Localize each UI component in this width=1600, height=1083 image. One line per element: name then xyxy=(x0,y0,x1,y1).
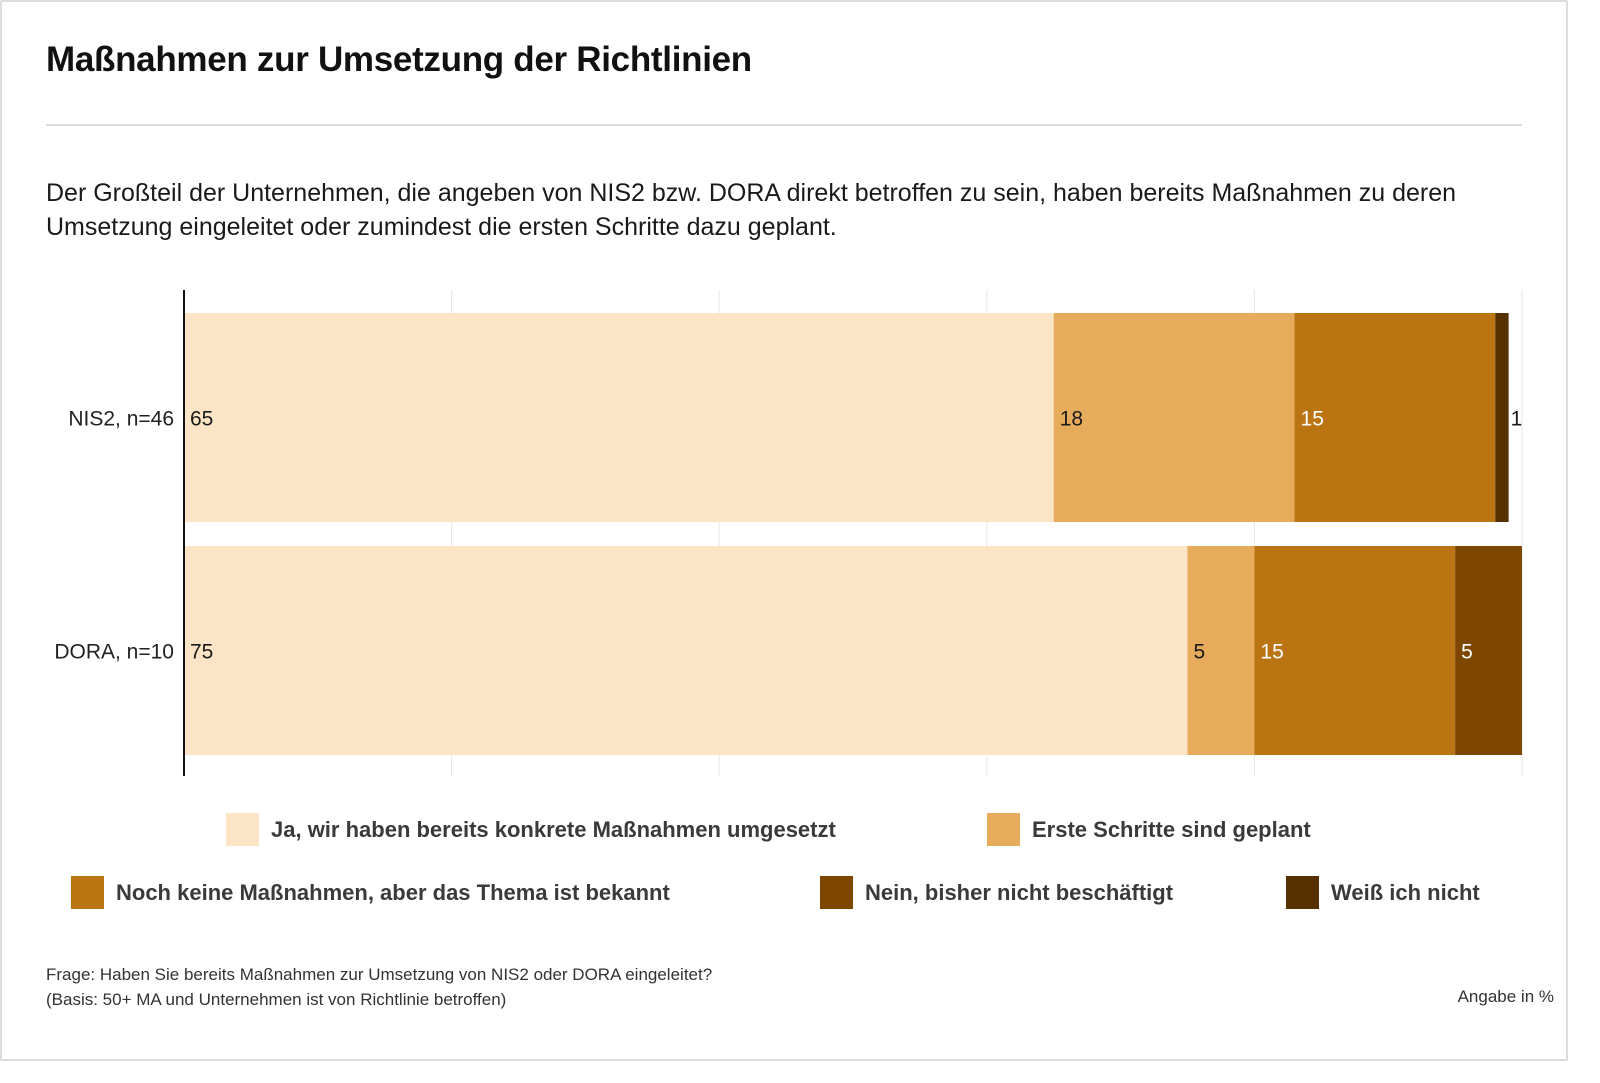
legend-item: Ja, wir haben bereits konkrete Maßnahmen… xyxy=(226,813,836,846)
chart-title: Maßnahmen zur Umsetzung der Richtlinien xyxy=(46,40,752,79)
unit-note: Angabe in % xyxy=(1457,987,1554,1006)
legend-item: Noch keine Maßnahmen, aber das Thema ist… xyxy=(71,876,670,909)
bar-segment xyxy=(1053,313,1295,522)
legend-swatch xyxy=(226,813,259,846)
data-label: 65 xyxy=(190,408,213,431)
bar-segment xyxy=(1187,546,1255,755)
bar-segment xyxy=(184,313,1054,522)
bar-segment xyxy=(1254,546,1456,755)
category-label: NIS2, n=46 xyxy=(68,408,174,431)
stacked-bar-chart: NIS2, n=46 65 18 15 1 DORA, n=10 75 5 15 5 xyxy=(54,290,1523,776)
legend-swatch xyxy=(820,876,853,909)
footer-question: Frage: Haben Sie bereits Maßnahmen zur U… xyxy=(46,962,712,1012)
legend-item: Erste Schritte sind geplant xyxy=(987,813,1311,846)
legend-item: Weiß ich nicht xyxy=(1286,876,1480,909)
bar-segment xyxy=(1455,546,1522,755)
legend-swatch xyxy=(987,813,1020,846)
legend-item: Nein, bisher nicht beschäftigt xyxy=(820,876,1173,909)
bar-segment xyxy=(1294,313,1496,522)
bar-segment xyxy=(184,546,1188,755)
legend-swatch xyxy=(71,876,104,909)
data-label: 5 xyxy=(1461,641,1473,664)
legend-swatch xyxy=(1286,876,1319,909)
data-label: 15 xyxy=(1301,408,1324,431)
data-label: 18 xyxy=(1060,408,1083,431)
data-label: 5 xyxy=(1194,641,1206,664)
basis-text: (Basis: 50+ MA und Unternehmen ist von R… xyxy=(46,990,507,1009)
data-label: 75 xyxy=(190,641,213,664)
legend-label: Nein, bisher nicht beschäftigt xyxy=(865,879,1174,905)
title-divider xyxy=(46,124,1522,126)
bar-segment xyxy=(1495,313,1509,522)
legend-label: Erste Schritte sind geplant xyxy=(1032,816,1311,842)
legend-label: Ja, wir haben bereits konkrete Maßnahmen… xyxy=(271,816,836,842)
data-label: 15 xyxy=(1260,641,1283,664)
legend-label: Noch keine Maßnahmen, aber das Thema ist… xyxy=(116,879,670,905)
category-label: DORA, n=10 xyxy=(54,641,174,664)
legend-label: Weiß ich nicht xyxy=(1331,879,1480,905)
question-text: Frage: Haben Sie bereits Maßnahmen zur U… xyxy=(46,965,713,984)
data-label: 1 xyxy=(1511,408,1523,431)
chart-subtitle: Der Großteil der Unternehmen, die angebe… xyxy=(46,179,1457,241)
